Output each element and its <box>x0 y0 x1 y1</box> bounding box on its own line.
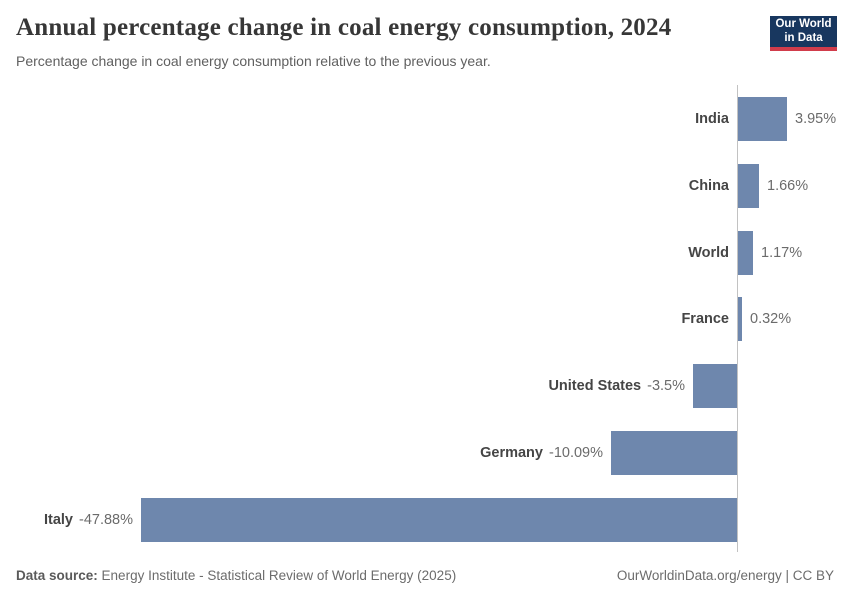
category-label-germany: Germany <box>480 444 543 461</box>
chart-footer: Data source: Energy Institute - Statisti… <box>16 568 834 583</box>
data-source-note: Data source: Energy Institute - Statisti… <box>16 568 456 583</box>
category-value-label-germany: Germany -10.09% <box>480 431 603 475</box>
value-label-india: 3.95% <box>795 111 837 127</box>
footer-attribution-link[interactable]: OurWorldinData.org/energy | CC BY <box>616 568 834 583</box>
page-subtitle: Percentage change in coal energy consump… <box>16 53 491 69</box>
owid-logo[interactable]: Our World in Data <box>770 16 837 51</box>
page-title: Annual percentage change in coal energy … <box>16 14 672 41</box>
value-label-united-states: -3.5% <box>647 378 685 394</box>
category-value-label-italy: Italy -47.88% <box>44 498 133 542</box>
zero-axis-line <box>737 85 738 552</box>
category-value-label-united-states: United States -3.5% <box>548 364 685 408</box>
bar-france[interactable] <box>738 297 742 342</box>
value-label-world: 1.17% <box>761 244 803 261</box>
category-label-italy: Italy <box>43 511 73 528</box>
data-source-text: Energy Institute - Statistical Review of… <box>101 568 457 583</box>
bar-india[interactable] <box>738 97 787 141</box>
category-label-united-states: United States <box>548 378 642 394</box>
category-label-india: India <box>695 111 729 127</box>
bar-germany[interactable] <box>611 430 737 475</box>
value-label-france: 0.32% <box>750 311 792 328</box>
bar-united-states[interactable] <box>693 364 737 408</box>
value-label-italy: -47.88% <box>78 511 133 528</box>
bar-world[interactable] <box>738 230 753 275</box>
data-source-label: Data source: <box>16 568 98 583</box>
category-label-france: France <box>681 311 729 328</box>
category-label-world: World <box>688 244 729 261</box>
category-label-china: China <box>688 177 729 194</box>
owid-logo-line2: in Data <box>784 31 823 44</box>
owid-logo-line1: Our World <box>775 18 832 31</box>
bar-china[interactable] <box>738 163 759 208</box>
value-label-germany: -10.09% <box>548 444 603 461</box>
value-label-china: 1.66% <box>767 177 809 194</box>
bar-italy[interactable] <box>141 497 737 542</box>
